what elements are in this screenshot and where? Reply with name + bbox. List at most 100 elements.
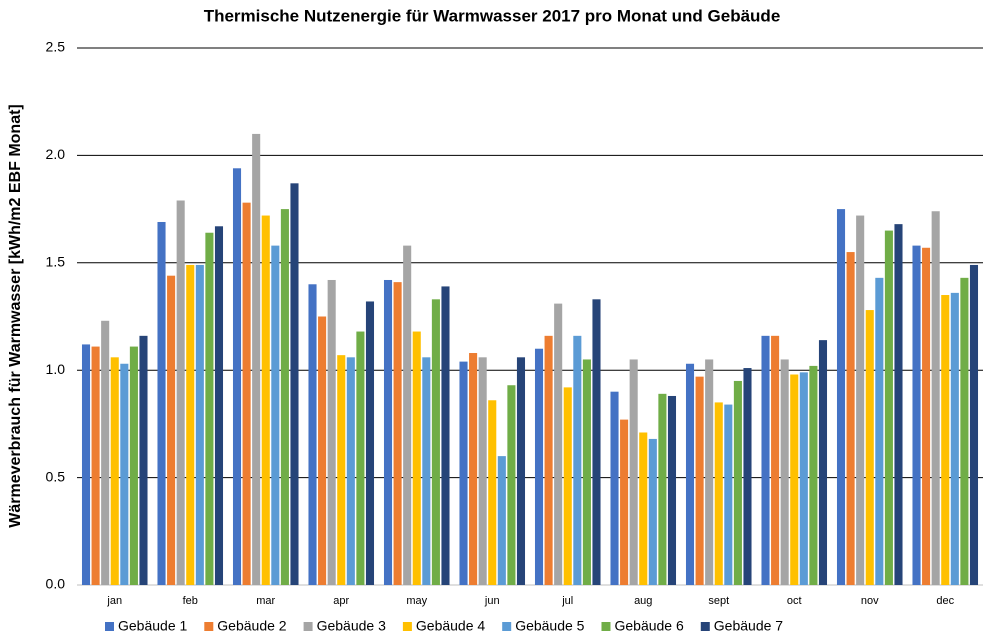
y-axis-label: Wärmeverbrauch für Warmwasser [kWh/m2 EB… <box>7 104 24 528</box>
bar <box>544 335 553 585</box>
bar <box>931 211 940 586</box>
legend-label: Gebäude 1 <box>118 618 187 634</box>
bar <box>214 226 224 585</box>
bar <box>308 284 317 585</box>
bar <box>290 183 299 585</box>
x-tick-label: oct <box>787 595 802 607</box>
bar <box>941 295 950 585</box>
bar <box>875 277 884 585</box>
legend-swatch <box>502 622 512 631</box>
bar <box>242 202 251 585</box>
x-tick-label: may <box>406 595 427 607</box>
bar <box>658 393 667 585</box>
bar <box>120 363 129 585</box>
bar <box>110 357 119 585</box>
bar <box>101 320 110 585</box>
x-tick-label: feb <box>183 595 198 607</box>
bar <box>639 432 648 585</box>
bar <box>563 387 572 585</box>
bar <box>431 299 440 585</box>
bar <box>403 245 412 585</box>
bar <box>724 404 733 585</box>
bar <box>856 215 865 585</box>
bar <box>346 357 355 585</box>
legend-label: Gebäude 7 <box>714 618 783 634</box>
bar <box>91 346 100 585</box>
legend-swatch <box>303 622 313 631</box>
bar <box>393 282 402 585</box>
bar <box>534 348 544 585</box>
bar <box>356 331 365 585</box>
legend-label: Gebäude 4 <box>416 618 485 634</box>
legend-swatch <box>402 622 412 631</box>
bar <box>884 230 893 585</box>
bar <box>337 355 346 585</box>
bar <box>846 252 855 585</box>
bar <box>507 385 516 585</box>
y-tick-label: 2.0 <box>46 146 66 162</box>
bar <box>799 372 808 585</box>
bar <box>780 359 789 585</box>
bar <box>922 247 931 585</box>
bar <box>232 168 242 585</box>
legend-label: Gebäude 3 <box>317 618 386 634</box>
legend-swatch <box>601 622 611 631</box>
bar <box>261 215 270 585</box>
bar <box>478 357 487 585</box>
bar <box>139 335 148 585</box>
bar <box>950 292 959 585</box>
bar <box>252 133 261 586</box>
bar <box>733 380 742 585</box>
bar <box>176 200 185 585</box>
bar <box>582 359 591 585</box>
bar <box>610 391 619 585</box>
bar <box>365 301 375 585</box>
bar <box>412 331 421 585</box>
bar <box>912 245 921 585</box>
bar <box>554 303 563 585</box>
x-tick-label: apr <box>333 595 349 607</box>
bar <box>761 335 770 585</box>
bar <box>422 357 431 585</box>
bar <box>383 279 393 585</box>
y-tick-label: 2.5 <box>46 39 66 55</box>
bar <box>894 224 903 586</box>
bar <box>516 357 526 585</box>
bar <box>441 286 450 585</box>
bar <box>469 353 478 585</box>
bar <box>280 209 289 585</box>
bar <box>705 359 714 585</box>
bar <box>629 359 638 585</box>
bar <box>836 209 846 585</box>
bar <box>195 264 204 585</box>
bar <box>790 374 799 585</box>
bar <box>167 275 176 585</box>
bar <box>809 365 818 585</box>
bar <box>327 279 336 585</box>
legend-swatch <box>700 622 710 631</box>
bar <box>865 310 874 585</box>
y-tick-label: 0.0 <box>46 576 66 592</box>
x-tick-label: jul <box>561 595 573 607</box>
bar <box>157 221 166 585</box>
y-tick-label: 1.5 <box>46 254 66 270</box>
chart-title: Thermische Nutzenergie für Warmwasser 20… <box>204 6 781 25</box>
bar <box>648 438 657 585</box>
bar <box>129 346 138 585</box>
legend-label: Gebäude 6 <box>614 618 683 634</box>
bar <box>714 402 723 585</box>
bar <box>205 232 214 585</box>
x-tick-label: jan <box>106 595 122 607</box>
bar <box>969 264 979 585</box>
bar <box>271 245 280 585</box>
bar <box>186 264 195 585</box>
bar <box>620 419 629 585</box>
y-tick-label: 0.5 <box>46 468 66 484</box>
x-tick-label: nov <box>861 595 879 607</box>
bar <box>459 361 468 585</box>
bar <box>81 344 91 585</box>
legend-label: Gebäude 2 <box>217 618 286 634</box>
bar <box>318 316 327 585</box>
